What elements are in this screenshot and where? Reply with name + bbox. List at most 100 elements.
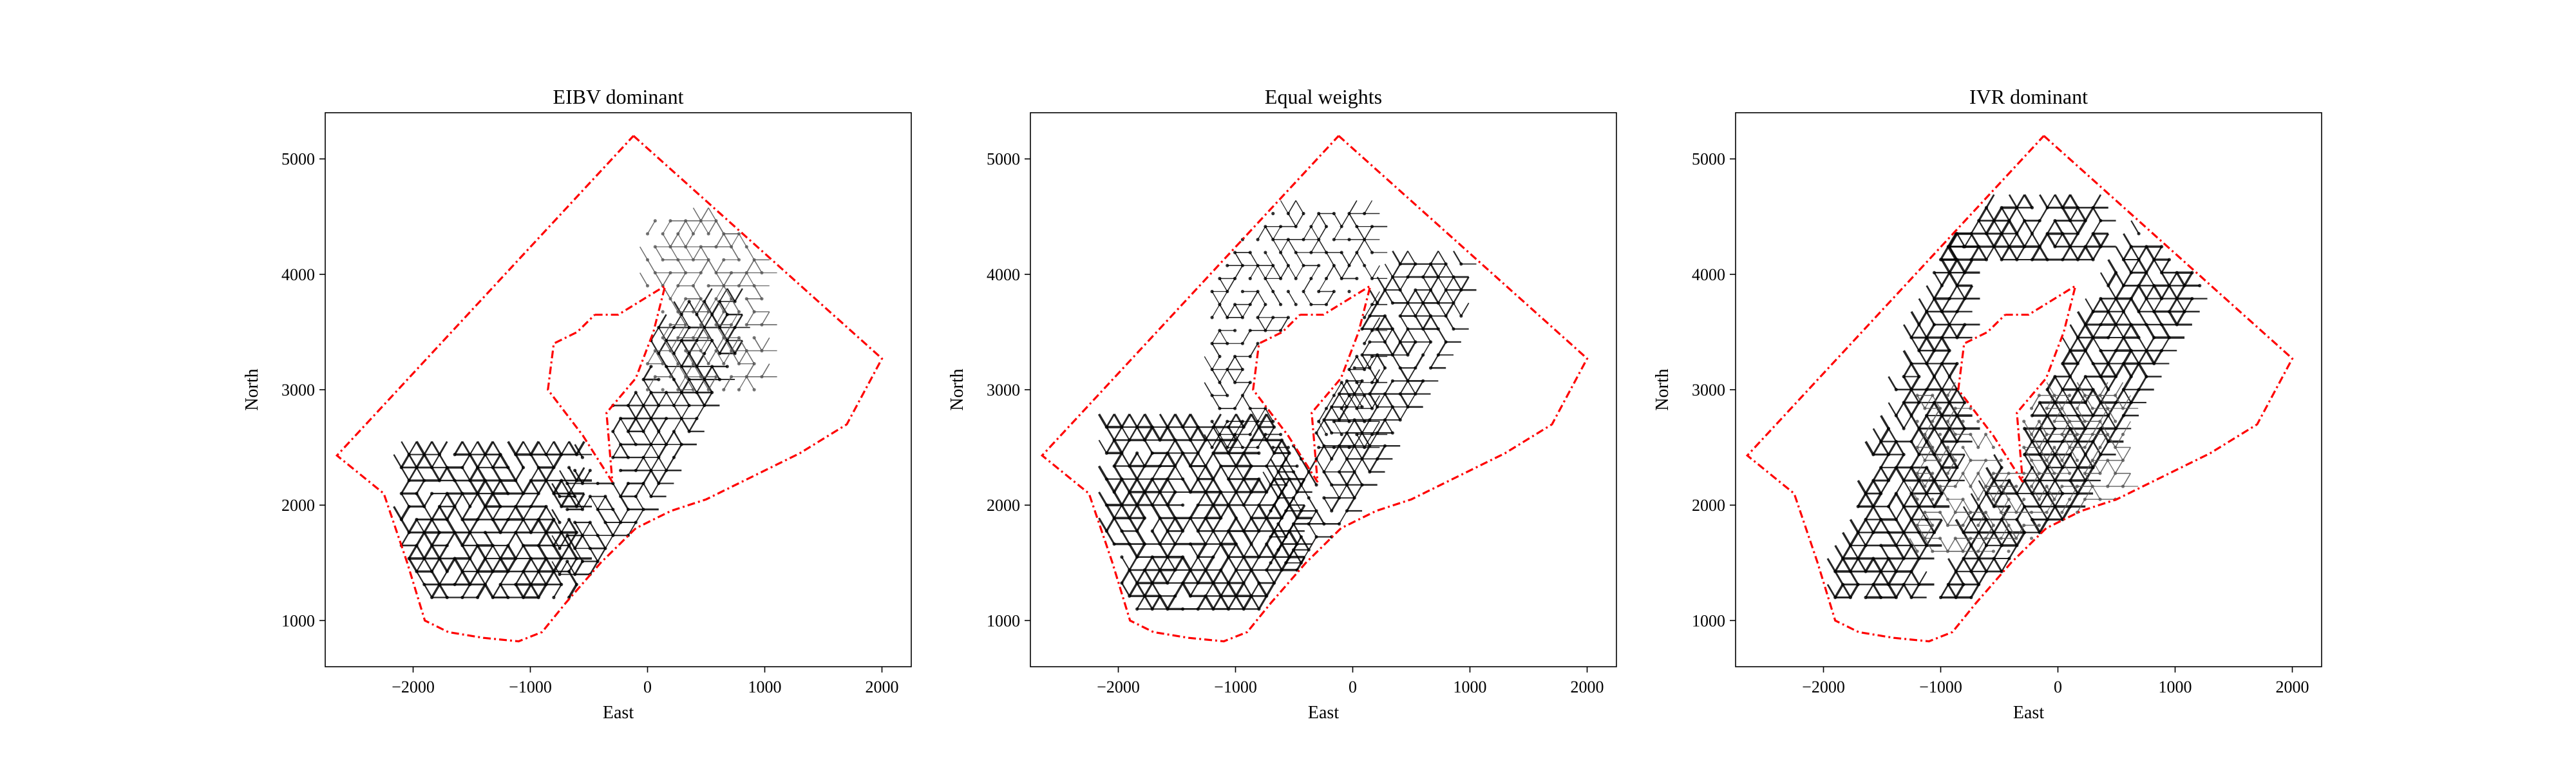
path-segment	[635, 405, 645, 419]
path-segment	[2122, 421, 2131, 435]
path-segment	[529, 441, 540, 455]
waypoint	[2022, 419, 2026, 423]
path-segment	[1872, 584, 1882, 598]
path-segment	[1978, 571, 1987, 586]
path-segment	[1364, 226, 1373, 240]
path-segment	[568, 558, 578, 572]
waypoint	[649, 365, 653, 368]
path-segment	[1106, 530, 1115, 545]
path-segment	[673, 405, 683, 419]
path-segment	[696, 314, 705, 329]
path-segment	[685, 246, 694, 260]
x-tick-label: −1000	[1919, 678, 1962, 696]
path-segment	[1970, 486, 1979, 500]
path-segment	[1189, 582, 1199, 596]
path-segment	[604, 496, 614, 510]
waypoint	[573, 468, 577, 472]
waypoint	[2190, 271, 2194, 274]
waypoint	[1257, 581, 1261, 585]
path-segment	[416, 467, 425, 481]
waypoint	[1406, 301, 1410, 305]
waypoint	[2037, 523, 2041, 528]
path-segment	[423, 519, 433, 533]
waypoint	[695, 338, 699, 343]
waypoint	[1352, 366, 1356, 370]
waypoint	[1120, 555, 1124, 559]
path-segment	[1242, 465, 1253, 480]
waypoint	[1218, 354, 1222, 358]
waypoint	[1120, 451, 1124, 455]
path-segment	[642, 470, 652, 484]
path-segment	[1243, 517, 1253, 532]
path-segment	[423, 531, 433, 546]
path-segment	[627, 431, 637, 445]
path-segment	[1933, 467, 1943, 481]
path-segment	[635, 418, 645, 432]
path-segment	[415, 480, 425, 494]
path-segment	[1376, 289, 1386, 304]
path-segment	[1956, 454, 1965, 468]
path-segment	[703, 314, 713, 328]
path-segment	[1887, 466, 1897, 481]
path-segment	[1262, 472, 1271, 486]
path-segment	[1151, 465, 1161, 480]
waypoint	[752, 284, 756, 288]
path-segment	[1917, 473, 1926, 487]
waypoint	[1284, 535, 1288, 539]
path-segment	[1445, 276, 1454, 291]
path-segment	[1338, 484, 1348, 499]
waypoint	[1345, 405, 1349, 409]
waypoint	[1272, 451, 1276, 455]
path-segment	[1181, 582, 1192, 597]
waypoint	[706, 232, 710, 236]
waypoint	[2091, 232, 2095, 236]
panel-3: IVR dominant−2000 −1000 0 1000 2000100020003…	[1653, 85, 2322, 723]
path-segment	[1204, 556, 1215, 571]
path-segment	[1384, 419, 1394, 434]
path-segment	[2115, 389, 2125, 403]
path-segment	[2099, 428, 2110, 443]
waypoint	[668, 219, 672, 223]
path-segment	[1280, 491, 1291, 506]
waypoint	[580, 481, 585, 486]
path-segment	[723, 272, 732, 287]
path-segment	[446, 466, 456, 481]
path-segment	[1924, 538, 1933, 552]
path-segment	[692, 272, 701, 286]
path-segment	[1902, 519, 1913, 533]
waypoint	[1302, 211, 1305, 216]
path-segment	[2115, 324, 2125, 338]
path-segment	[1182, 414, 1191, 428]
path-segment	[1308, 471, 1318, 486]
waypoint	[1347, 211, 1351, 216]
waypoint	[1946, 523, 1950, 528]
path-segment	[1947, 421, 1956, 435]
path-segment	[2023, 447, 2032, 461]
path-segment	[2130, 220, 2139, 234]
path-segment	[1842, 584, 1852, 598]
path-segment	[2107, 376, 2117, 390]
path-segment	[515, 532, 524, 546]
waypoint	[1135, 451, 1139, 455]
path-segment	[1962, 531, 1973, 546]
waypoint	[1368, 444, 1372, 448]
waypoint	[491, 569, 495, 573]
waypoint	[695, 365, 699, 368]
waypoint	[1314, 483, 1318, 487]
waypoint	[565, 508, 569, 511]
path-segment	[703, 366, 713, 380]
waypoint	[1240, 419, 1245, 423]
path-segment	[2137, 246, 2148, 260]
path-segment	[1227, 466, 1237, 480]
path-segment	[1399, 289, 1408, 303]
waypoint	[706, 362, 710, 366]
path-segment	[1205, 530, 1214, 545]
waypoint	[1226, 316, 1229, 320]
path-segment	[1826, 558, 1837, 572]
path-segment	[1220, 439, 1229, 454]
waypoint	[2137, 388, 2141, 392]
waypoint	[626, 455, 630, 459]
path-segment	[1864, 480, 1875, 494]
path-segment	[1956, 428, 1965, 443]
waypoint	[491, 491, 495, 495]
